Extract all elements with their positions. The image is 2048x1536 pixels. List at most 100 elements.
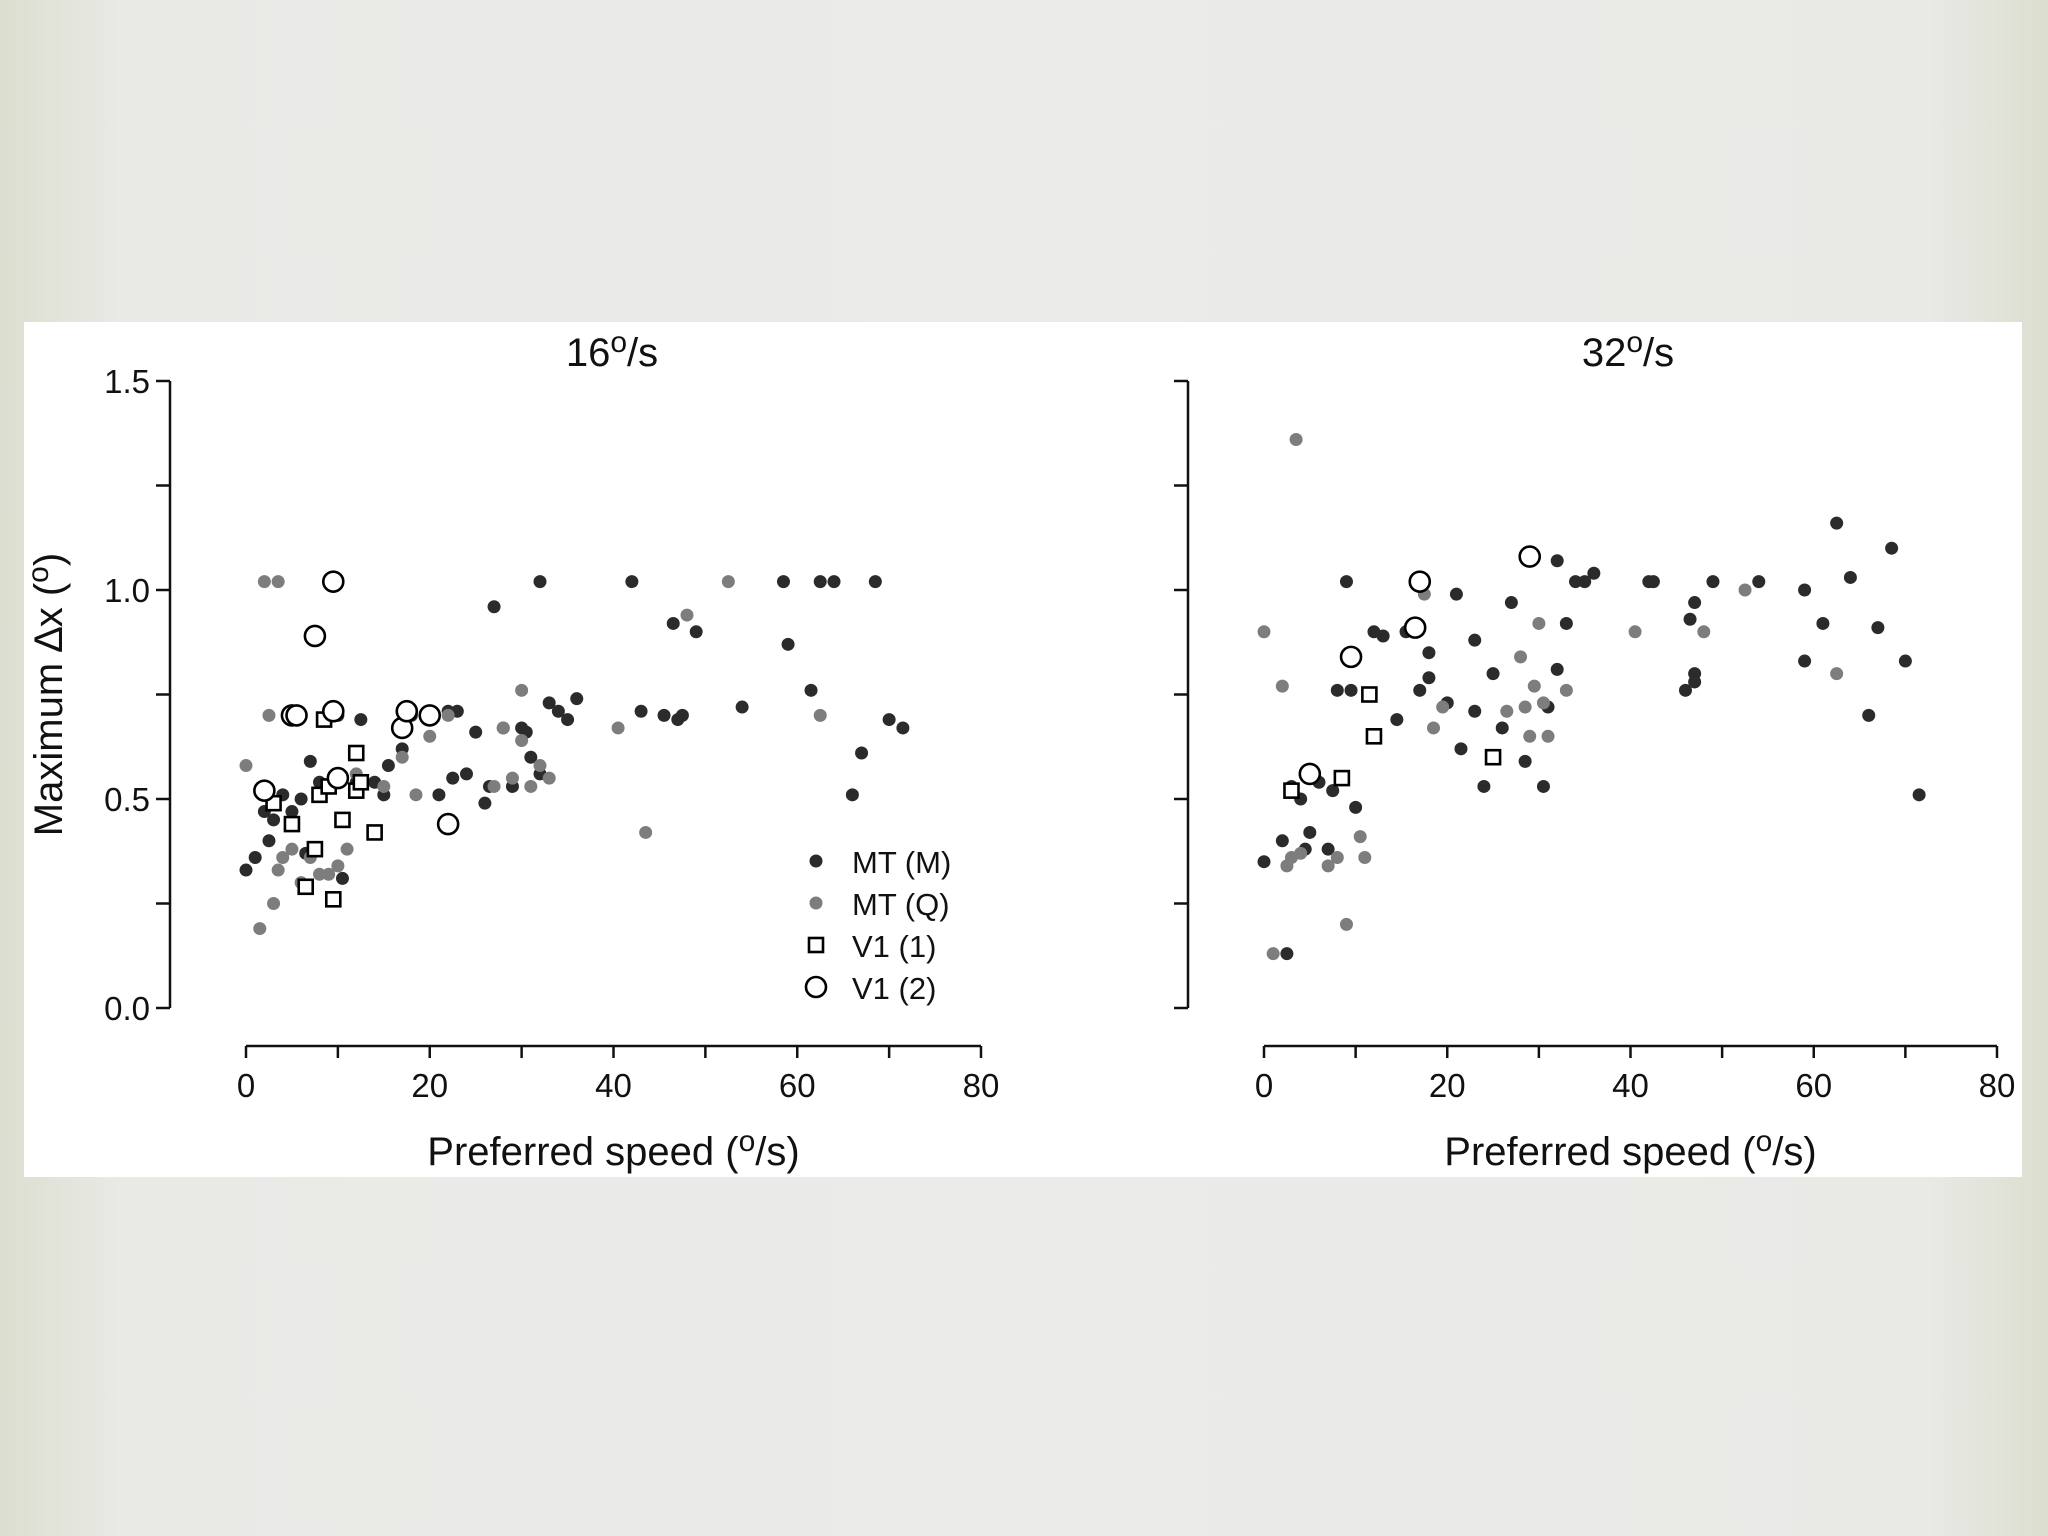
data-point <box>533 759 547 773</box>
data-point <box>1495 721 1509 735</box>
data-point <box>1697 625 1711 639</box>
y-tick-label: 0.0 <box>104 990 150 1027</box>
data-point <box>1587 566 1601 580</box>
data-point <box>1333 769 1351 787</box>
data-point <box>441 708 455 722</box>
data-point <box>1330 683 1344 697</box>
series-v1-2- <box>1298 545 1542 786</box>
data-point <box>324 891 342 908</box>
data-point <box>735 700 749 714</box>
data-point <box>524 779 538 793</box>
data-point <box>395 699 419 723</box>
chart-title: 16o/s <box>566 326 658 375</box>
x-tick-label: 20 <box>1429 1067 1466 1104</box>
data-point <box>542 696 556 710</box>
data-point <box>267 813 281 827</box>
data-point <box>570 692 584 706</box>
data-point <box>487 600 501 614</box>
data-point <box>436 812 460 836</box>
data-point <box>352 773 370 791</box>
data-point <box>781 637 795 651</box>
data-point <box>340 842 354 856</box>
legend-label: MT (M) <box>852 845 951 880</box>
data-point <box>409 788 423 802</box>
data-point <box>639 825 653 839</box>
data-point <box>297 878 315 896</box>
data-point <box>1344 683 1358 697</box>
data-point <box>253 922 267 936</box>
data-point <box>1454 742 1468 756</box>
data-point <box>1361 686 1378 703</box>
data-point <box>1898 654 1912 668</box>
data-point <box>1275 679 1289 693</box>
data-point <box>1422 671 1436 685</box>
data-point <box>446 771 460 785</box>
data-point <box>271 575 285 589</box>
x-tick-label: 40 <box>595 1067 632 1104</box>
data-point <box>1266 947 1280 961</box>
data-point <box>334 811 351 829</box>
data-point <box>381 759 395 773</box>
data-point <box>294 792 308 806</box>
data-point <box>1289 433 1303 447</box>
data-point <box>1427 721 1441 735</box>
series-v1-1- <box>1283 686 1502 799</box>
data-point <box>267 897 281 910</box>
data-point <box>1321 859 1335 873</box>
series-mt-m- <box>1257 516 1926 961</box>
data-point <box>1862 708 1876 722</box>
data-point <box>1514 650 1528 664</box>
data-point <box>1885 541 1899 555</box>
data-point <box>321 570 345 593</box>
data-point <box>321 699 345 723</box>
data-point <box>347 744 365 762</box>
data-point <box>313 867 326 881</box>
data-point <box>1569 575 1583 589</box>
data-point <box>1275 834 1289 848</box>
x-axis-label: Preferred speed (o/s) <box>1444 1125 1816 1174</box>
data-point <box>239 759 253 773</box>
data-point <box>1326 784 1340 798</box>
x-axis-label: Preferred speed (o/s) <box>427 1125 799 1174</box>
data-point <box>1500 704 1514 718</box>
data-point <box>1706 575 1720 589</box>
data-point <box>611 721 625 735</box>
data-point <box>1468 704 1482 718</box>
data-point <box>303 624 327 648</box>
data-point <box>1449 587 1463 601</box>
data-point <box>1422 646 1436 660</box>
data-point <box>1484 748 1502 766</box>
data-point <box>1688 667 1702 681</box>
data-point <box>551 704 565 718</box>
data-point <box>331 859 345 873</box>
y-tick-label: 1.0 <box>104 572 150 609</box>
legend-marker <box>809 854 823 868</box>
data-point <box>271 863 285 877</box>
data-point <box>813 708 827 722</box>
data-point <box>1536 779 1550 793</box>
x-tick-label: 0 <box>1255 1067 1273 1104</box>
data-point <box>827 575 841 589</box>
data-point <box>542 771 556 785</box>
data-point <box>354 713 368 727</box>
data-point <box>1559 683 1573 697</box>
data-point <box>285 842 299 856</box>
chart-panel-2: 32o/s 0 20 40 60 80 Preferred speed (o/s) <box>1174 326 2015 1174</box>
data-point <box>285 704 308 727</box>
data-point <box>675 708 689 722</box>
data-point <box>1436 700 1450 714</box>
series-mt-m- <box>239 575 910 885</box>
x-tick-label: 60 <box>1795 1067 1832 1104</box>
data-point <box>1536 696 1550 710</box>
data-point <box>487 779 501 793</box>
data-point <box>868 575 882 589</box>
data-point <box>882 713 896 727</box>
chart-panel-1: 16o/s 0.0 0.5 1.0 1.5 Maximum ∆x (o) 0 20 40 60 80… <box>22 326 999 1174</box>
data-point <box>533 575 547 589</box>
data-point <box>1912 788 1926 802</box>
data-point <box>326 766 350 790</box>
data-point <box>524 750 538 764</box>
x-tick-label: 40 <box>1612 1067 1649 1104</box>
data-point <box>1830 667 1844 681</box>
